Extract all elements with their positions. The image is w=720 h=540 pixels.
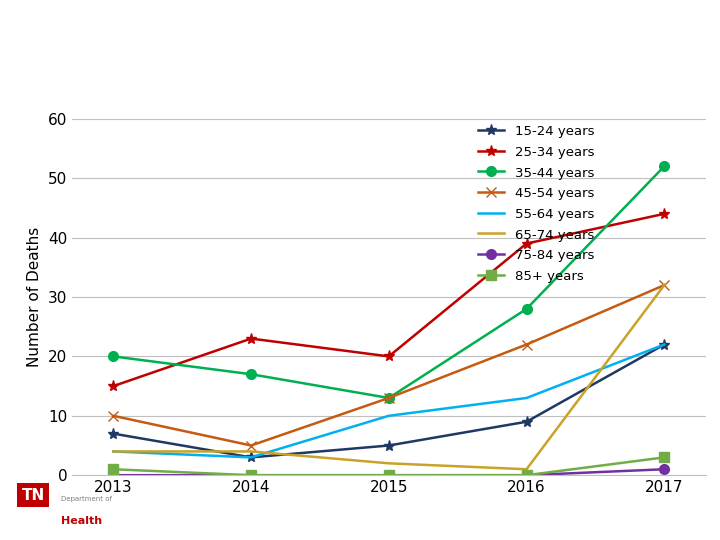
- 65-74 years: [384, 460, 393, 467]
- 75-84 years: [522, 472, 531, 478]
- Text: Opioid plus Stimulant Deaths by Age Distribution,
2013-2017: Opioid plus Stimulant Deaths by Age Dist…: [22, 25, 611, 72]
- 25-34 years: [384, 353, 393, 360]
- 25-34 years: [660, 211, 669, 217]
- 55-64 years: [384, 413, 393, 419]
- 45-54 years: [247, 442, 256, 449]
- 65-74 years: [522, 466, 531, 472]
- 15-24 years: [384, 442, 393, 449]
- Y-axis label: Number of Deaths: Number of Deaths: [27, 227, 42, 367]
- 75-84 years: [109, 472, 117, 478]
- 35-44 years: [247, 371, 256, 377]
- 45-54 years: [660, 282, 669, 288]
- Line: 25-34 years: 25-34 years: [108, 208, 670, 392]
- 75-84 years: [384, 472, 393, 478]
- 15-24 years: [109, 430, 117, 437]
- 85+ years: [247, 472, 256, 478]
- 65-74 years: [660, 282, 669, 288]
- 65-74 years: [247, 448, 256, 455]
- 55-64 years: [660, 341, 669, 348]
- 55-64 years: [522, 395, 531, 401]
- 45-54 years: [384, 395, 393, 401]
- 35-44 years: [109, 353, 117, 360]
- 75-84 years: [660, 466, 669, 472]
- 15-24 years: [247, 454, 256, 461]
- 25-34 years: [109, 383, 117, 389]
- 25-34 years: [522, 240, 531, 247]
- 85+ years: [109, 466, 117, 472]
- Line: 75-84 years: 75-84 years: [109, 464, 669, 480]
- Text: Department of: Department of: [61, 496, 112, 503]
- Text: Health: Health: [61, 516, 102, 526]
- Text: TN: TN: [22, 488, 45, 503]
- Line: 45-54 years: 45-54 years: [109, 280, 669, 450]
- 55-64 years: [247, 454, 256, 461]
- 25-34 years: [247, 335, 256, 342]
- 85+ years: [522, 472, 531, 478]
- 75-84 years: [247, 472, 256, 478]
- 55-64 years: [109, 448, 117, 455]
- Line: 65-74 years: 65-74 years: [113, 285, 665, 469]
- 35-44 years: [522, 306, 531, 312]
- 15-24 years: [522, 418, 531, 425]
- 85+ years: [660, 454, 669, 461]
- Line: 35-44 years: 35-44 years: [109, 161, 669, 403]
- Legend: 15-24 years, 25-34 years, 35-44 years, 45-54 years, 55-64 years, 65-74 years, 75: 15-24 years, 25-34 years, 35-44 years, 4…: [472, 118, 601, 289]
- Line: 15-24 years: 15-24 years: [108, 339, 670, 463]
- 65-74 years: [109, 448, 117, 455]
- Line: 55-64 years: 55-64 years: [113, 345, 665, 457]
- 35-44 years: [660, 163, 669, 170]
- 45-54 years: [109, 413, 117, 419]
- Line: 85+ years: 85+ years: [109, 453, 669, 480]
- 85+ years: [384, 472, 393, 478]
- 35-44 years: [384, 395, 393, 401]
- 15-24 years: [660, 341, 669, 348]
- 45-54 years: [522, 341, 531, 348]
